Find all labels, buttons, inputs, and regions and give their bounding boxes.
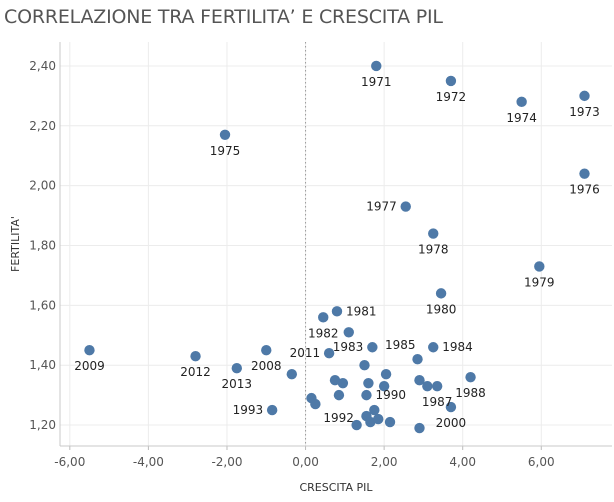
data-point[interactable] bbox=[445, 75, 457, 87]
point-label: 1992 bbox=[323, 411, 354, 425]
point-label: 1973 bbox=[569, 105, 600, 119]
point-label: 1974 bbox=[506, 111, 537, 125]
x-tick-label: -6,00 bbox=[54, 455, 85, 469]
data-point[interactable] bbox=[380, 368, 392, 380]
data-point[interactable] bbox=[428, 228, 439, 239]
point-label: 2008 bbox=[251, 359, 282, 373]
axes: 1,20 1,40 1,60 1,80 2,00 2,20 2,40 -6,00 -4,00 -2… bbox=[29, 42, 612, 469]
point-label: 1985 bbox=[385, 338, 416, 352]
point-label: 1978 bbox=[418, 243, 449, 257]
y-axis-title: FERTILITA' bbox=[9, 216, 22, 272]
point-label: 1976 bbox=[569, 183, 600, 197]
point-label: 1984 bbox=[442, 340, 473, 354]
data-point[interactable] bbox=[231, 362, 242, 374]
point-labels: 1971 1972 1973 1974 1975 1976 1977 1978 1979 1980… bbox=[74, 75, 600, 430]
data-point[interactable] bbox=[286, 368, 298, 380]
point-label: 1972 bbox=[436, 90, 467, 104]
data-point[interactable] bbox=[400, 201, 411, 212]
point-label: 2013 bbox=[222, 377, 253, 391]
data-point[interactable] bbox=[306, 392, 317, 404]
point-label: 1982 bbox=[308, 326, 339, 340]
data-point[interactable] bbox=[190, 351, 201, 362]
x-tick-label: 6,00 bbox=[528, 455, 555, 469]
data-point[interactable] bbox=[428, 342, 439, 353]
data-point[interactable] bbox=[266, 404, 278, 416]
point-label: 1988 bbox=[455, 386, 486, 400]
y-tick-label: 1,80 bbox=[29, 238, 56, 252]
data-point[interactable] bbox=[516, 96, 527, 108]
point-label: 1987 bbox=[422, 395, 453, 409]
point-label: 1977 bbox=[366, 200, 397, 214]
data-point[interactable] bbox=[84, 345, 95, 356]
data-point[interactable] bbox=[369, 404, 380, 416]
data-point[interactable] bbox=[318, 312, 329, 323]
data-point[interactable] bbox=[363, 377, 374, 389]
data-point[interactable] bbox=[384, 416, 396, 428]
data-point[interactable] bbox=[412, 354, 423, 365]
data-point[interactable] bbox=[371, 60, 382, 72]
data-point[interactable] bbox=[414, 422, 425, 434]
x-tick-label: 0,00 bbox=[292, 455, 319, 469]
y-tick-label: 1,20 bbox=[29, 418, 56, 432]
point-label: 1979 bbox=[524, 275, 555, 289]
y-tick-label: 1,40 bbox=[29, 358, 56, 372]
point-label: 2009 bbox=[74, 359, 105, 373]
data-point[interactable] bbox=[323, 348, 335, 359]
grid-lines bbox=[60, 42, 612, 446]
data-point[interactable] bbox=[359, 360, 370, 371]
y-tick-label: 2,20 bbox=[29, 119, 56, 133]
x-tick-label: -2,00 bbox=[211, 455, 242, 469]
data-point[interactable] bbox=[414, 374, 425, 386]
data-point[interactable] bbox=[219, 129, 231, 140]
chart-title: CORRELAZIONE TRA FERTILITA’ E CRESCITA P… bbox=[4, 6, 443, 28]
data-point[interactable] bbox=[422, 380, 433, 392]
point-label: 1971 bbox=[361, 75, 392, 89]
y-tick-label: 2,40 bbox=[29, 59, 56, 73]
data-point[interactable] bbox=[331, 306, 343, 317]
data-point[interactable] bbox=[579, 168, 590, 179]
data-point[interactable] bbox=[534, 261, 545, 272]
data-point[interactable] bbox=[365, 416, 376, 428]
data-point[interactable] bbox=[351, 419, 362, 431]
data-point[interactable] bbox=[333, 389, 345, 401]
data-points bbox=[84, 60, 590, 434]
data-point[interactable] bbox=[337, 377, 349, 389]
data-point[interactable] bbox=[378, 380, 390, 392]
data-point[interactable] bbox=[445, 401, 457, 413]
data-point[interactable] bbox=[435, 288, 447, 299]
x-tick-label: 2,00 bbox=[371, 455, 398, 469]
point-label: 1975 bbox=[210, 144, 241, 158]
data-point[interactable] bbox=[361, 389, 372, 401]
y-tick-label: 2,00 bbox=[29, 179, 56, 193]
data-point[interactable] bbox=[261, 345, 272, 356]
data-point[interactable] bbox=[367, 342, 378, 353]
x-tick-label: -4,00 bbox=[133, 455, 164, 469]
point-label: 1981 bbox=[346, 304, 377, 318]
point-label: 2012 bbox=[180, 365, 211, 379]
point-label: 2000 bbox=[436, 416, 467, 430]
point-label: 1990 bbox=[375, 388, 406, 402]
y-tick-label: 1,60 bbox=[29, 298, 56, 312]
data-point[interactable] bbox=[431, 380, 443, 392]
x-axis-title: CRESCITA PIL bbox=[299, 481, 373, 494]
point-label: 1993 bbox=[233, 403, 264, 417]
data-point[interactable] bbox=[329, 374, 341, 386]
data-point[interactable] bbox=[465, 371, 476, 383]
data-point[interactable] bbox=[579, 90, 590, 102]
point-label: 2011 bbox=[290, 346, 321, 360]
data-point[interactable] bbox=[343, 327, 354, 338]
point-label: 1980 bbox=[426, 302, 457, 316]
x-tick-label: 4,00 bbox=[449, 455, 476, 469]
point-label: 1983 bbox=[333, 340, 364, 354]
data-point[interactable] bbox=[373, 413, 384, 425]
